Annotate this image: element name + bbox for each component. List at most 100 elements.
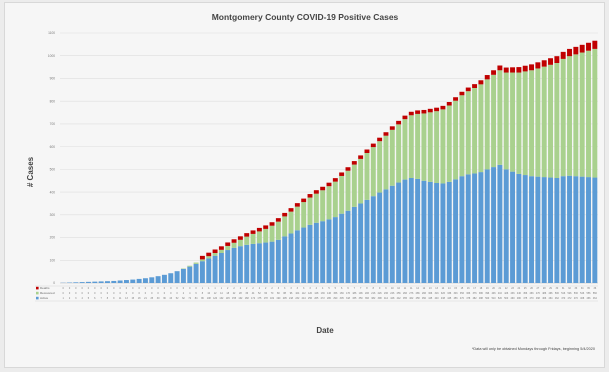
table-cell: 466 <box>530 292 535 295</box>
table-cell: 176 <box>346 292 351 295</box>
bar-recovered <box>187 265 193 267</box>
bar-recovered <box>465 91 471 175</box>
bar-deaths <box>567 48 572 57</box>
bar-deaths <box>548 58 553 65</box>
bar-recovered <box>478 84 484 173</box>
bar-active <box>465 174 471 283</box>
bar-active <box>136 278 142 283</box>
table-cell: 536 <box>574 292 579 295</box>
bar-recovered <box>358 158 364 204</box>
table-cell: 0 <box>126 287 128 290</box>
bar-deaths <box>231 239 237 243</box>
table-cell: 0 <box>138 292 140 295</box>
bar-recovered <box>427 112 433 182</box>
table-cell: 21 <box>144 297 147 300</box>
bar-active <box>326 219 332 283</box>
bar-recovered <box>389 129 395 186</box>
table-cell: 445 <box>447 297 452 300</box>
table-cell: 1 <box>214 287 216 290</box>
table-cell: 0 <box>183 287 185 290</box>
bar-recovered <box>206 256 212 259</box>
table-cell: 0 <box>132 287 134 290</box>
table-cell: 470 <box>574 297 579 300</box>
table-cell: 0 <box>100 292 102 295</box>
table-cell: 488 <box>479 297 484 300</box>
bar-deaths <box>377 137 383 142</box>
table-cell: 14 <box>220 292 223 295</box>
table-cell: 516 <box>561 292 566 295</box>
y-tick-label: 800 <box>50 99 56 103</box>
bar-active <box>123 280 129 283</box>
table-cell: 510 <box>492 297 497 300</box>
bar-deaths <box>351 161 357 165</box>
table-cell: 10 <box>391 287 394 290</box>
table-cell: 256 <box>397 292 402 295</box>
bar-recovered <box>408 115 414 178</box>
bar-recovered <box>573 54 579 177</box>
table-cell: 24 <box>518 287 521 290</box>
bar-active <box>301 227 307 283</box>
bar-deaths <box>345 167 351 171</box>
table-cell: 306 <box>428 292 433 295</box>
chart-frame: Montgomery County COVID-19 Positive Case… <box>4 2 605 368</box>
table-cell: 4 <box>316 287 318 290</box>
bar-recovered <box>237 239 243 247</box>
bar-active <box>155 276 161 283</box>
table-cell: 280 <box>327 297 332 300</box>
table-cell: 205 <box>283 297 288 300</box>
table-cell: 36 <box>593 287 596 290</box>
bar-deaths <box>503 67 509 73</box>
table-cell: 445 <box>428 297 433 300</box>
bar-recovered <box>307 197 313 225</box>
x-axis-label: Date <box>316 326 334 335</box>
bar-active <box>92 281 98 283</box>
bar-recovered <box>332 181 338 218</box>
table-cell: 26 <box>530 287 533 290</box>
legend-swatch-deaths <box>36 286 39 290</box>
bar-active <box>161 274 167 283</box>
table-cell: 0 <box>69 287 71 290</box>
bar-active <box>250 243 256 283</box>
y-tick-label: 200 <box>50 236 56 240</box>
table-cell: 6 <box>347 287 349 290</box>
bar-active <box>573 176 579 283</box>
bar-deaths <box>560 51 566 59</box>
bar-active <box>427 181 433 283</box>
bar-active <box>142 278 148 283</box>
table-cell: 120 <box>308 292 313 295</box>
table-cell: 186 <box>352 292 357 295</box>
table-cell: 468 <box>580 297 585 300</box>
table-cell: 162 <box>238 297 243 300</box>
table-cell: 0 <box>62 287 64 290</box>
y-axis-label: # Cases <box>26 156 35 187</box>
table-cell: 43 <box>169 297 172 300</box>
table-cell: 496 <box>549 292 554 295</box>
bar-recovered <box>592 48 598 178</box>
bar-recovered <box>225 245 231 251</box>
table-cell: 52 <box>176 297 179 300</box>
bar-deaths <box>294 203 300 207</box>
legend-label-recovered: Recovered <box>40 291 55 295</box>
bar-active <box>351 206 357 283</box>
table-cell: 70 <box>271 292 274 295</box>
bar-active <box>180 268 186 283</box>
bar-active <box>231 247 237 283</box>
bar-recovered <box>383 135 389 190</box>
table-cell: 442 <box>397 297 402 300</box>
table-cell: 166 <box>340 292 345 295</box>
table-cell: 0 <box>164 287 166 290</box>
bar-active <box>567 175 572 283</box>
table-cell: 12 <box>214 292 217 295</box>
table-cell: 366 <box>365 297 370 300</box>
table-cell: 13 <box>125 297 128 300</box>
table-cell: 2 <box>227 287 229 290</box>
bar-active <box>541 177 547 283</box>
y-tick-label: 300 <box>50 213 56 217</box>
table-cell: 32 <box>568 287 571 290</box>
table-cell: 72 <box>188 297 191 300</box>
table-cell: 218 <box>289 297 294 300</box>
table-cell: 25 <box>524 287 527 290</box>
table-cell: 246 <box>390 292 395 295</box>
bar-active <box>484 169 490 283</box>
table-cell: 18 <box>138 297 141 300</box>
